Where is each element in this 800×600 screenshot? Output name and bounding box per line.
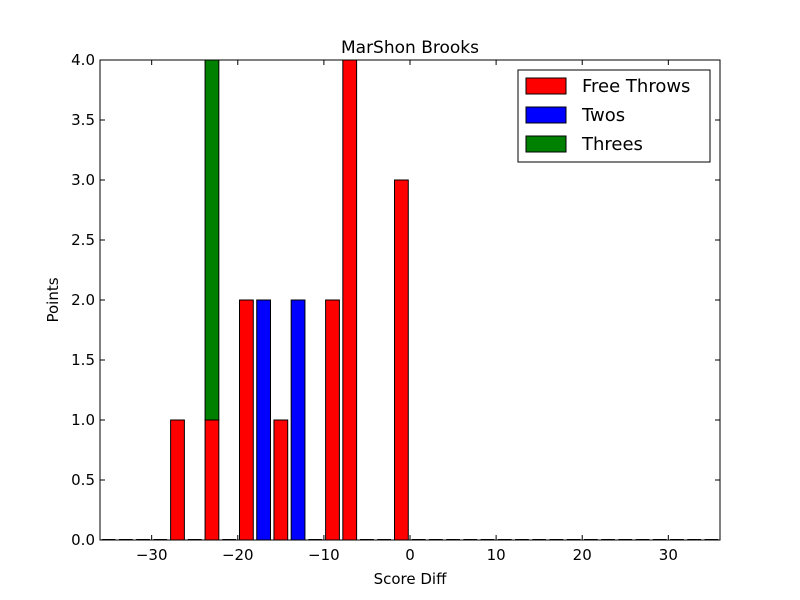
legend-swatch-0 xyxy=(525,77,567,95)
x-tick-label: −20 xyxy=(222,546,254,564)
y-tick-label: 2.0 xyxy=(71,291,95,309)
chart-title: MarShon Brooks xyxy=(341,38,479,58)
bars-layer xyxy=(170,59,409,541)
y-tick-label: 4.0 xyxy=(71,51,95,69)
y-tick-label: 0.5 xyxy=(71,471,95,489)
plot-frame xyxy=(99,59,721,541)
legend: Free Throws Twos Threes xyxy=(517,69,711,163)
bar-series-1-point-1 xyxy=(290,299,306,541)
legend-swatch-1 xyxy=(525,106,567,124)
bar-series-0-point-3 xyxy=(273,419,289,541)
bar-series-1-point-0 xyxy=(256,299,272,541)
legend-label-0: Free Throws xyxy=(582,76,690,97)
bar-series-0-point-2 xyxy=(239,299,254,541)
x-axis-label: Score Diff xyxy=(374,570,447,588)
bar-series-0-point-6 xyxy=(394,179,409,541)
legend-swatch-2 xyxy=(525,135,567,153)
ticks-layer: −30 −20 −10 0 10 20 30 0.0 0.5 1.0 1.5 2.0 2.5 3.0 3.5… xyxy=(71,51,720,564)
x-tick-label: 0 xyxy=(405,546,415,564)
y-tick-label: 2.5 xyxy=(71,231,95,249)
y-tick-label: 3.0 xyxy=(71,171,95,189)
x-tick-label: 20 xyxy=(573,546,592,564)
y-tick-label: 1.5 xyxy=(71,351,95,369)
y-tick-label: 0.0 xyxy=(71,531,95,549)
legend-label-1: Twos xyxy=(581,105,625,126)
y-tick-label: 1.0 xyxy=(71,411,95,429)
bar-series-0-point-4 xyxy=(325,299,340,541)
y-tick-label: 3.5 xyxy=(71,111,95,129)
x-tick-label: 10 xyxy=(487,546,506,564)
bar-series-0-point-1 xyxy=(204,419,220,541)
y-axis-label: Points xyxy=(44,277,62,322)
bar-series-2-point-0 xyxy=(204,59,220,421)
x-tick-label: −30 xyxy=(136,546,168,564)
x-tick-label: 30 xyxy=(659,546,678,564)
bar-series-0-point-5 xyxy=(342,59,358,541)
bar-series-0-point-0 xyxy=(170,419,185,541)
x-tick-label: −10 xyxy=(308,546,340,564)
legend-label-2: Threes xyxy=(581,134,643,155)
